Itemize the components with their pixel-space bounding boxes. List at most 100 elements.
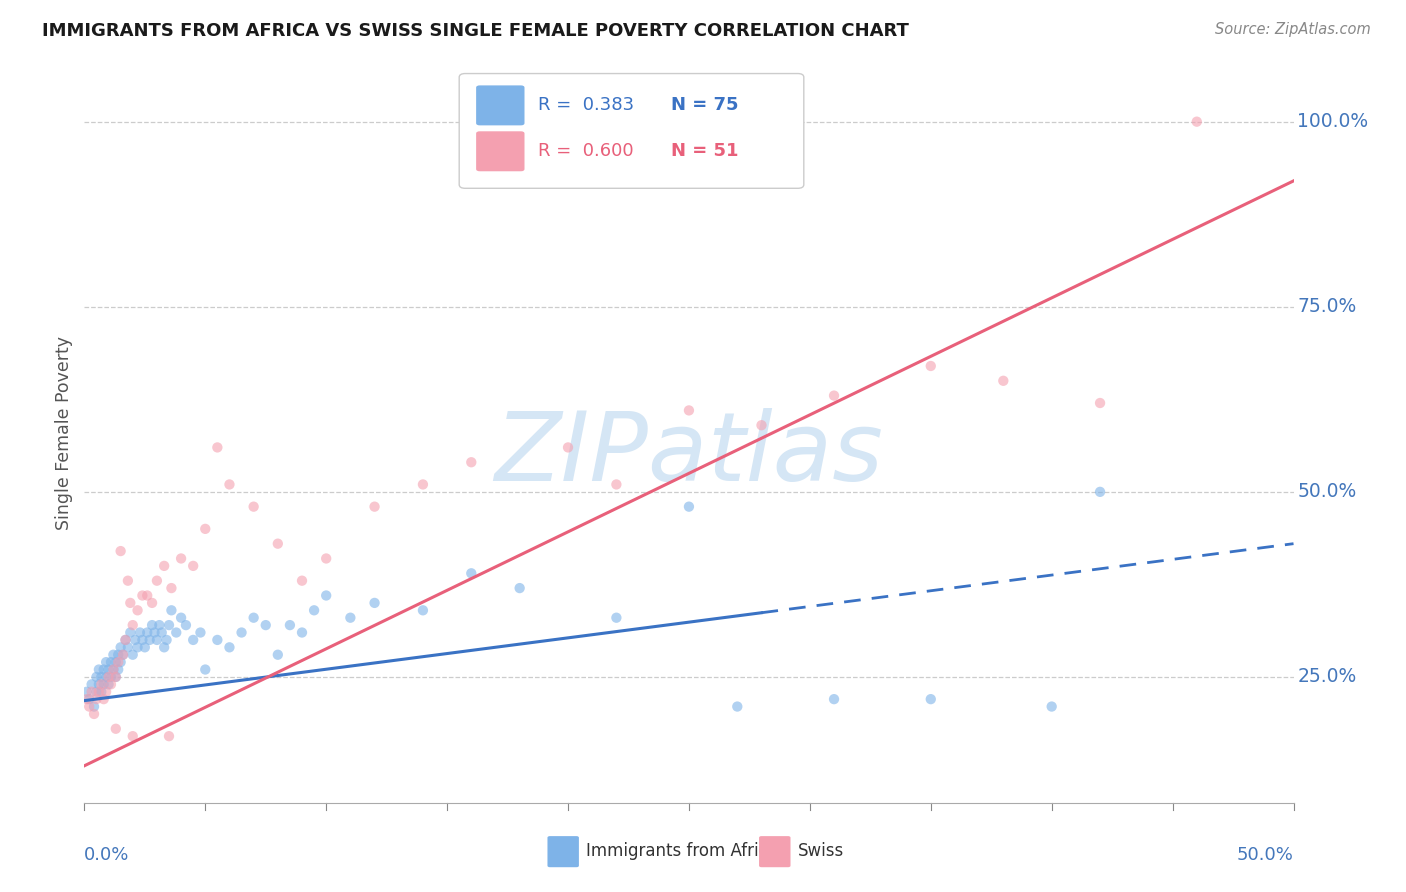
Point — [143, 625, 166, 640]
Point — [86, 685, 108, 699]
Point — [302, 603, 325, 617]
Point — [120, 596, 142, 610]
Point — [153, 558, 176, 573]
Point — [993, 374, 1015, 388]
Point — [160, 603, 183, 617]
Point — [93, 677, 115, 691]
Point — [509, 581, 531, 595]
Text: Swiss: Swiss — [797, 842, 844, 860]
Point — [207, 632, 229, 647]
Point — [77, 692, 100, 706]
Point — [131, 632, 153, 647]
Text: R =  0.600: R = 0.600 — [538, 143, 634, 161]
Point — [114, 632, 136, 647]
Point — [315, 551, 337, 566]
Point — [87, 677, 110, 691]
Point — [117, 640, 139, 655]
Point — [100, 670, 122, 684]
Y-axis label: Single Female Poverty: Single Female Poverty — [55, 335, 73, 530]
Point — [605, 610, 627, 624]
Point — [129, 625, 152, 640]
Point — [104, 670, 127, 684]
Point — [242, 500, 264, 514]
Point — [174, 618, 197, 632]
Point — [194, 663, 217, 677]
Point — [146, 574, 169, 588]
Point — [103, 663, 125, 677]
Point — [181, 632, 204, 647]
Point — [1088, 396, 1111, 410]
Point — [218, 640, 240, 655]
Point — [97, 677, 120, 691]
Point — [267, 648, 290, 662]
Point — [165, 625, 187, 640]
Point — [460, 455, 482, 469]
Point — [83, 699, 105, 714]
Point — [242, 610, 264, 624]
Point — [87, 663, 110, 677]
Point — [121, 618, 143, 632]
Point — [218, 477, 240, 491]
Text: 50.0%: 50.0% — [1237, 846, 1294, 863]
FancyBboxPatch shape — [547, 836, 579, 867]
Point — [100, 655, 122, 669]
Point — [76, 692, 98, 706]
Point — [76, 685, 98, 699]
Point — [150, 625, 173, 640]
Point — [291, 625, 314, 640]
Point — [254, 618, 277, 632]
Text: R =  0.383: R = 0.383 — [538, 96, 634, 114]
Text: Immigrants from Africa: Immigrants from Africa — [586, 842, 778, 860]
Point — [920, 359, 942, 373]
Point — [157, 729, 180, 743]
Point — [90, 685, 112, 699]
Point — [557, 441, 579, 455]
Point — [136, 589, 159, 603]
Point — [278, 618, 301, 632]
Text: 50.0%: 50.0% — [1298, 483, 1357, 501]
Point — [112, 648, 135, 662]
Point — [725, 699, 748, 714]
Point — [751, 418, 773, 433]
Point — [181, 558, 204, 573]
Point — [146, 632, 169, 647]
Point — [678, 500, 700, 514]
Point — [104, 655, 127, 669]
Point — [110, 655, 132, 669]
Point — [121, 648, 143, 662]
Point — [107, 648, 129, 662]
Text: 100.0%: 100.0% — [1298, 112, 1368, 131]
Point — [80, 677, 103, 691]
Text: N = 75: N = 75 — [671, 96, 738, 114]
Point — [124, 632, 146, 647]
Point — [207, 441, 229, 455]
Point — [823, 692, 845, 706]
Point — [170, 610, 193, 624]
Point — [114, 632, 136, 647]
Point — [110, 544, 132, 558]
Point — [121, 729, 143, 743]
Point — [1088, 484, 1111, 499]
Point — [155, 632, 177, 647]
FancyBboxPatch shape — [759, 836, 790, 867]
Point — [134, 640, 156, 655]
Text: N = 51: N = 51 — [671, 143, 738, 161]
Point — [363, 596, 385, 610]
Point — [231, 625, 253, 640]
Text: ZIPatlas: ZIPatlas — [495, 409, 883, 501]
Point — [94, 670, 117, 684]
FancyBboxPatch shape — [477, 86, 524, 126]
Point — [107, 663, 129, 677]
Point — [94, 685, 117, 699]
FancyBboxPatch shape — [477, 131, 524, 171]
Point — [110, 640, 132, 655]
Point — [83, 706, 105, 721]
FancyBboxPatch shape — [460, 73, 804, 188]
Point — [194, 522, 217, 536]
Text: 75.0%: 75.0% — [1298, 297, 1357, 317]
Text: 0.0%: 0.0% — [84, 846, 129, 863]
Point — [127, 640, 149, 655]
Point — [120, 625, 142, 640]
Point — [90, 670, 112, 684]
Point — [160, 581, 183, 595]
